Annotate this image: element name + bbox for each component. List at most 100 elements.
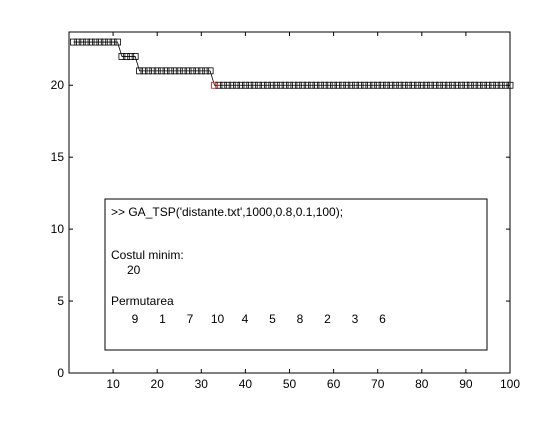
data-point [321, 81, 329, 89]
data-point [303, 81, 311, 89]
data-point [361, 81, 368, 89]
data-point [409, 81, 417, 89]
data-point [440, 81, 448, 89]
data-point [502, 81, 509, 89]
data-point [339, 81, 346, 89]
cost-label: Costul minim: [111, 248, 184, 262]
data-point [158, 67, 166, 75]
permutation-value: 7 [187, 312, 194, 326]
data-point [497, 81, 505, 89]
data-point [83, 38, 91, 46]
data-point [197, 67, 205, 75]
data-point [237, 81, 245, 89]
data-point [96, 38, 104, 46]
y-tick-label: 15 [51, 150, 65, 164]
permutation-value: 6 [379, 312, 386, 326]
data-point [171, 67, 179, 75]
data-point [241, 81, 249, 89]
data-point [193, 67, 201, 75]
data-point [462, 81, 470, 89]
data-point [299, 81, 307, 89]
data-point [334, 81, 342, 89]
inset-frame [104, 198, 488, 351]
data-point [488, 81, 496, 89]
x-tick-label: 40 [239, 377, 253, 391]
data-point [250, 81, 258, 89]
x-tick-label: 50 [283, 377, 297, 391]
data-point [431, 81, 439, 89]
data-point [308, 81, 315, 89]
data-point [228, 81, 236, 89]
data-point [449, 81, 457, 89]
data-point [374, 81, 382, 89]
x-tick-label: 70 [371, 377, 385, 391]
command-text: >> GA_TSP('distante.txt',1000,0.8,0.1,10… [111, 205, 343, 219]
data-point [506, 81, 514, 89]
x-tick-label: 90 [459, 377, 473, 391]
data-point [153, 67, 161, 75]
data-point [184, 67, 192, 75]
data-point [136, 67, 143, 75]
data-point [356, 81, 364, 89]
data-point [325, 81, 333, 89]
data-point [405, 81, 412, 89]
permutation-value: 10 [211, 312, 225, 326]
data-point [264, 81, 271, 89]
data-point [281, 81, 289, 89]
data-point [471, 81, 479, 89]
data-point [493, 81, 501, 89]
permutation-values: 9 1 7 10 4 5 8 2 3 6 [132, 312, 387, 326]
data-point [224, 81, 232, 89]
x-tick-label: 100 [500, 377, 520, 391]
data-point [219, 81, 227, 89]
data-point [458, 81, 465, 89]
data-point [211, 81, 218, 89]
data-point [167, 67, 174, 75]
series-layer [70, 38, 514, 89]
data-point [92, 38, 99, 46]
data-point [484, 81, 492, 89]
data-point [180, 67, 188, 75]
cost-value: 20 [127, 263, 141, 277]
data-point [444, 81, 452, 89]
permutation-value: 3 [352, 312, 359, 326]
y-tick-label: 0 [57, 366, 64, 380]
data-point [140, 67, 148, 75]
data-point [400, 81, 408, 89]
permutation-value: 5 [269, 312, 276, 326]
data-point [70, 38, 77, 46]
data-point [202, 67, 210, 75]
data-point [105, 38, 113, 46]
permutation-value: 1 [159, 312, 166, 326]
data-point [352, 81, 360, 89]
y-tick-label: 5 [57, 294, 64, 308]
data-point [383, 81, 390, 89]
x-tick-label: 80 [415, 377, 429, 391]
y-tick-label: 10 [51, 222, 65, 236]
data-point [277, 81, 285, 89]
data-point [272, 81, 280, 89]
data-point [369, 81, 377, 89]
y-tick-label: 20 [51, 78, 65, 92]
data-point [131, 53, 139, 60]
data-point [330, 81, 338, 89]
data-point [87, 38, 95, 46]
data-point [466, 81, 474, 89]
data-point [175, 67, 183, 75]
data-point [294, 81, 302, 89]
data-point [118, 53, 126, 60]
data-point [312, 81, 320, 89]
data-point [144, 67, 152, 75]
x-tick-label: 20 [151, 377, 165, 391]
data-point [122, 53, 130, 60]
data-point [286, 81, 293, 89]
data-point [475, 81, 483, 89]
data-point [259, 81, 267, 89]
series-line [73, 41, 510, 86]
permutation-value: 2 [324, 312, 331, 326]
data-point [427, 81, 435, 89]
data-point [378, 81, 386, 89]
data-point [396, 81, 404, 89]
